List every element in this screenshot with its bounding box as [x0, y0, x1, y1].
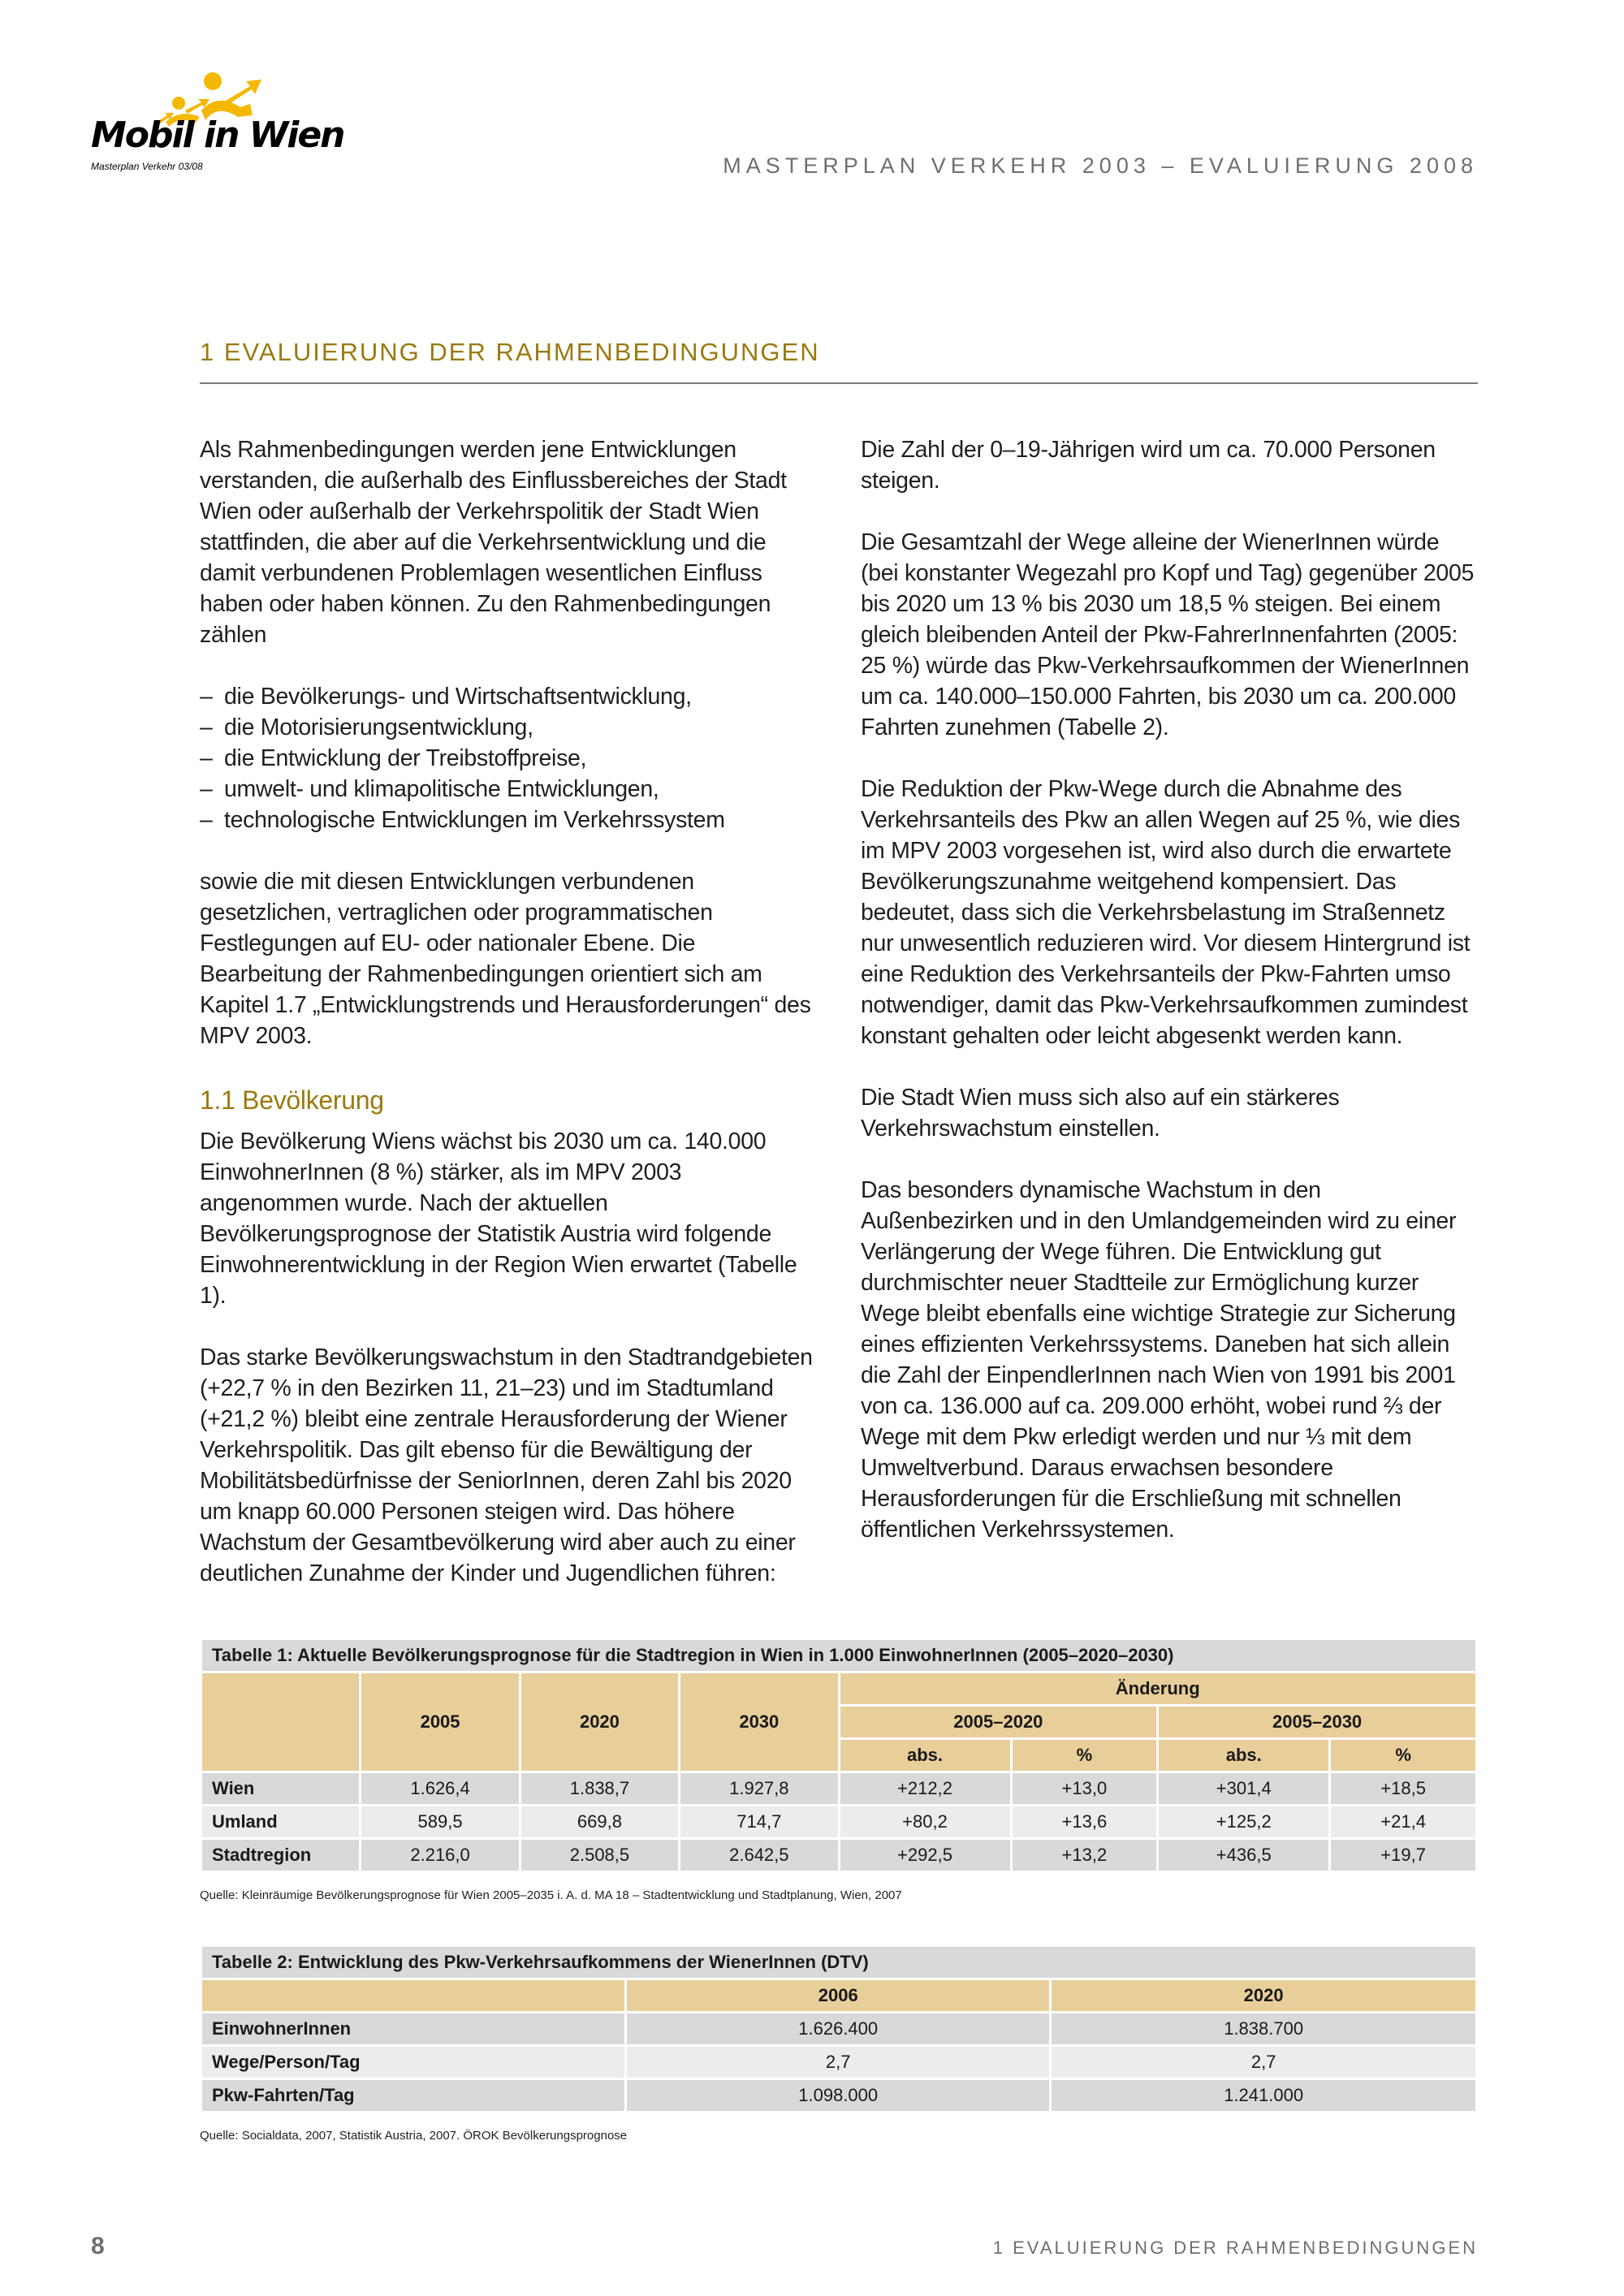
table-cell: +125,2: [1156, 1804, 1332, 1840]
col-header: 2020: [1049, 1978, 1478, 2013]
table-cell: 1.838.700: [1049, 2011, 1478, 2047]
col-header-period: 2005–2020: [837, 1704, 1160, 1740]
logo-subtitle: Masterplan Verkehr 03/08: [91, 161, 203, 172]
table-cell: 1.626,4: [359, 1771, 521, 1806]
paragraph: Die Stadt Wien muss sich also auf ein st…: [861, 1085, 1340, 1142]
paragraph: Die Bevölkerung Wiens wächst bis 2030 um…: [200, 1129, 797, 1309]
table-cell: 669,8: [518, 1804, 681, 1840]
table-cell: +21,4: [1328, 1804, 1478, 1840]
page-number: 8: [91, 2233, 105, 2259]
row-label: Stadtregion: [199, 1837, 362, 1873]
text-column-right: Die Zahl der 0–19-Jährigen wird um ca. 7…: [861, 434, 1478, 1589]
table-cell: 1.927,8: [678, 1771, 840, 1806]
list-item: umwelt- und klimapolitische Entwicklunge…: [200, 774, 817, 805]
row-label: Pkw-Fahrten/Tag: [199, 2078, 628, 2113]
text-column-left: Als Rahmenbedingungen werden jene Entwic…: [200, 434, 817, 1589]
table-cell: +18,5: [1328, 1771, 1478, 1806]
table-2-source: Quelle: Socialdata, 2007, Statistik Aust…: [200, 2129, 628, 2143]
table-row: Stadtregion 2.216,0 2.508,5 2.642,5 +292,5 +1…: [199, 1837, 1478, 1873]
table-cell: +436,5: [1156, 1837, 1332, 1873]
section-divider: [200, 382, 1478, 384]
table-cell: +80,2: [837, 1804, 1013, 1840]
table-cell: +13,2: [1009, 1837, 1160, 1873]
col-header-sub: abs.: [1156, 1737, 1332, 1773]
text-columns: Als Rahmenbedingungen werden jene Entwic…: [200, 434, 1478, 1589]
table-cell: 2.216,0: [359, 1837, 521, 1873]
table-cell: 2.642,5: [678, 1837, 840, 1873]
list-item: technologische Entwicklungen im Verkehrs…: [200, 805, 817, 835]
list-item: die Motorisierungsentwicklung,: [200, 712, 817, 743]
paragraph: sowie die mit diesen Entwicklungen verbu…: [200, 869, 811, 1049]
table-cell: 2,7: [624, 2044, 1052, 2080]
main-content: Als Rahmenbedingungen werden jene Entwic…: [91, 434, 1478, 2261]
table-1: Tabelle 1: Aktuelle Bevölkerungsprognose…: [199, 1638, 1478, 1873]
table-2: Tabelle 2: Entwicklung des Pkw-Verkehrsa…: [199, 1944, 1478, 2113]
col-header-sub: %: [1009, 1737, 1160, 1773]
table-cell: 2,7: [1049, 2044, 1478, 2080]
table-cell: +292,5: [837, 1837, 1013, 1873]
table-row: Pkw-Fahrten/Tag 1.098.000 1.241.000: [199, 2078, 1478, 2113]
paragraph: Das starke Bevölkerungswachstum in den S…: [200, 1344, 813, 1586]
logo-title: Mobil in Wien: [91, 114, 345, 156]
header-empty: [199, 1671, 362, 1773]
table-caption: Tabelle 2: Entwicklung des Pkw-Verkehrsa…: [200, 1944, 1478, 1980]
row-label: Umland: [199, 1804, 362, 1840]
logo: Mobil in Wien Masterplan Verkehr 03/08: [88, 70, 345, 183]
bullet-list: die Bevölkerungs- und Wirtschaftsentwick…: [200, 681, 817, 835]
table-cell: 714,7: [678, 1804, 840, 1840]
list-item: die Entwicklung der Treibstoffpreise,: [200, 743, 817, 774]
paragraph: Die Gesamtzahl der Wege alleine der Wien…: [861, 529, 1475, 740]
row-label: Wien: [199, 1771, 362, 1806]
table-cell: 2.508,5: [518, 1837, 681, 1873]
logo-figures-icon: [157, 72, 261, 127]
table-cell: 1.626.400: [624, 2011, 1052, 2047]
paragraph: Die Reduktion der Pkw-Wege durch die Abn…: [861, 776, 1471, 1049]
col-header-change: Änderung: [837, 1671, 1478, 1707]
page-footer: 8 1 EVALUIERUNG DER RAHMENBEDINGUNGEN: [91, 2183, 1478, 2261]
table-caption: Tabelle 1: Aktuelle Bevölkerungsprognose…: [200, 1638, 1478, 1673]
col-header: 2030: [678, 1671, 840, 1773]
col-header-sub: %: [1328, 1737, 1478, 1773]
list-item: die Bevölkerungs- und Wirtschaftsentwick…: [200, 681, 817, 712]
col-header-sub: abs.: [837, 1737, 1013, 1773]
table-cell: 1.098.000: [624, 2078, 1052, 2113]
table-row: EinwohnerInnen 1.626.400 1.838.700: [199, 2011, 1478, 2047]
table-row: Wege/Person/Tag 2,7 2,7: [199, 2044, 1478, 2080]
paragraph: Das besonders dynamische Wachstum in den…: [861, 1177, 1457, 1543]
row-label: Wege/Person/Tag: [199, 2044, 628, 2080]
subsection-heading: 1.1 Bevölkerung: [200, 1085, 384, 1115]
section-title: 1 EVALUIERUNG DER RAHMENBEDINGUNGEN: [200, 338, 820, 366]
table-row: Wien 1.626,4 1.838,7 1.927,8 +212,2 +13,0 +301…: [199, 1771, 1478, 1806]
running-footer: 1 EVALUIERUNG DER RAHMENBEDINGUNGEN: [992, 2238, 1478, 2258]
table-cell: +212,2: [837, 1771, 1013, 1806]
table-row: Umland 589,5 669,8 714,7 +80,2 +13,6 +125,2 +21…: [199, 1804, 1478, 1840]
col-header: 2020: [518, 1671, 681, 1773]
col-header: 2005: [359, 1671, 521, 1773]
table-cell: 1.241.000: [1049, 2078, 1478, 2113]
table-cell: +13,6: [1009, 1804, 1160, 1840]
row-label: EinwohnerInnen: [199, 2011, 628, 2047]
table-1-source: Quelle: Kleinräumige Bevölkerungsprognos…: [200, 1888, 902, 1902]
table-cell: 1.838,7: [518, 1771, 681, 1806]
paragraph: Als Rahmenbedingungen werden jene Entwic…: [200, 437, 787, 648]
paragraph: Die Zahl der 0–19-Jährigen wird um ca. 7…: [861, 437, 1436, 494]
table-cell: +13,0: [1009, 1771, 1160, 1806]
col-header: 2006: [624, 1978, 1052, 2013]
running-header: MASTERPLAN VERKEHR 2003 – EVALUIERUNG 20…: [723, 153, 1478, 178]
table-cell: +301,4: [1156, 1771, 1332, 1806]
table-cell: 589,5: [359, 1804, 521, 1840]
header-empty: [199, 1978, 628, 2013]
table-cell: +19,7: [1328, 1837, 1478, 1873]
col-header-period: 2005–2030: [1156, 1704, 1478, 1740]
